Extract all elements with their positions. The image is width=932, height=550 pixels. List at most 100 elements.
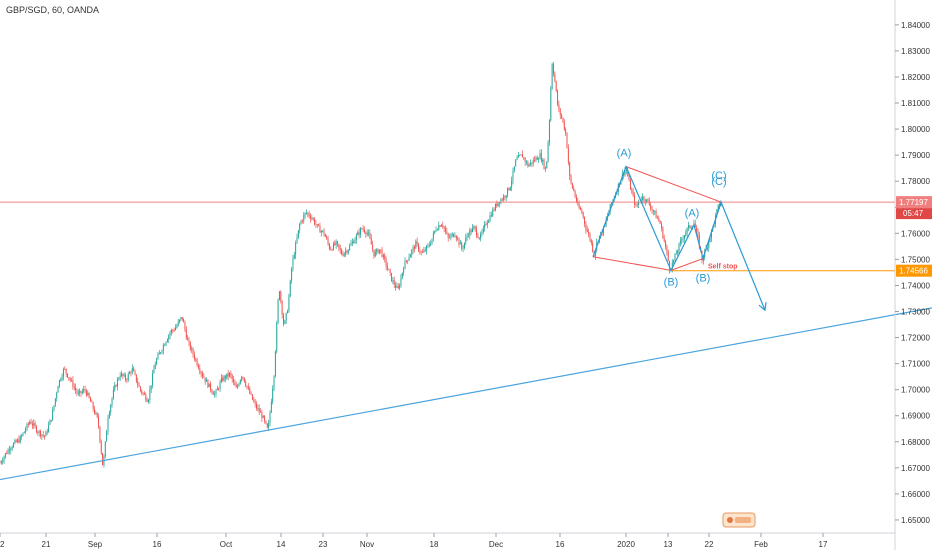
- candle-body: [351, 241, 353, 244]
- candle-body: [443, 226, 445, 229]
- candle-body: [666, 246, 668, 252]
- candle-body: [355, 235, 357, 240]
- candle-body: [195, 358, 197, 360]
- candle-body: [411, 250, 413, 255]
- candle-body: [188, 340, 190, 343]
- candle-body: [297, 230, 299, 238]
- candle-body: [328, 243, 330, 249]
- candle-body: [148, 399, 149, 402]
- candle-body: [98, 416, 100, 427]
- candle-body: [77, 393, 79, 394]
- candle-body: [242, 376, 244, 378]
- candle-body: [627, 170, 629, 177]
- candle-body: [389, 269, 391, 273]
- candle-body: [330, 248, 332, 250]
- candle-body: [149, 389, 151, 400]
- candle-body: [492, 209, 494, 217]
- candle-body: [347, 249, 349, 253]
- candle-body: [557, 90, 559, 105]
- candle-body: [558, 104, 560, 109]
- candle-body: [233, 379, 235, 382]
- candle-body: [115, 385, 117, 387]
- candle-body: [354, 239, 356, 244]
- candle-body: [659, 220, 661, 224]
- candle-body: [339, 247, 341, 251]
- candle-body: [210, 383, 212, 390]
- candle-body: [436, 229, 438, 231]
- candle-body: [408, 257, 410, 261]
- candle-body: [172, 330, 174, 331]
- time-tick-label: 13: [664, 540, 673, 549]
- candle-body: [337, 241, 338, 244]
- candle-body: [42, 434, 44, 436]
- candle-body: [413, 247, 415, 249]
- candle-body: [555, 81, 557, 91]
- candle-body: [96, 413, 98, 417]
- candle-body: [224, 376, 226, 379]
- candle-body: [196, 359, 198, 366]
- candle-body: [638, 202, 640, 205]
- candle-body: [7, 449, 9, 454]
- candle-body: [223, 376, 225, 381]
- candle-body: [262, 416, 264, 418]
- candle-body: [8, 449, 10, 451]
- price-axis[interactable]: 1.84000 1.83000 1.82000 1.81000 1.80000 1.790…: [894, 0, 932, 550]
- candle-body: [334, 243, 336, 245]
- candle-body: [165, 342, 167, 346]
- candle-body: [566, 132, 568, 149]
- candle-body: [673, 259, 675, 263]
- candle-body: [625, 170, 627, 171]
- candle-body: [193, 354, 195, 359]
- candle-body: [594, 250, 596, 257]
- candle-body: [135, 374, 137, 382]
- candle-body: [602, 226, 604, 234]
- elliott-wave-path: [592, 164, 766, 311]
- candle-body: [451, 233, 453, 236]
- candle-body: [361, 228, 363, 230]
- candle-body: [474, 226, 476, 229]
- candle-body: [237, 385, 239, 388]
- candle-body: [671, 262, 673, 271]
- candle-body: [57, 386, 59, 393]
- candle-body: [322, 230, 324, 232]
- candle-body: [212, 392, 214, 395]
- candle-body: [27, 423, 29, 425]
- candle-body: [548, 120, 550, 143]
- time-axis[interactable]: 12 21 Sep 16 Oct 14 23 Nov 18 Dec 16 2020 13 22 Feb 17: [0, 532, 895, 549]
- candle-body: [304, 212, 306, 216]
- price-timer-box: [896, 208, 932, 220]
- candle-body: [511, 180, 513, 188]
- price-tick-label: 1.82000: [901, 73, 930, 82]
- candle-body: [631, 189, 633, 192]
- candle-body: [106, 431, 108, 442]
- candle-body: [52, 410, 54, 421]
- candle-body: [170, 330, 172, 333]
- candle-body: [341, 250, 343, 255]
- candle-body: [524, 157, 526, 162]
- candle-body: [139, 386, 141, 391]
- price-label-box: [896, 196, 932, 209]
- candle-body: [131, 368, 133, 373]
- candle-body: [114, 385, 116, 391]
- candle-body: [396, 286, 398, 288]
- candle-body: [260, 412, 262, 413]
- candle-body: [68, 377, 70, 379]
- candle-body: [534, 159, 536, 161]
- candle-body: [48, 424, 50, 432]
- candle-body: [459, 242, 461, 245]
- candle-body: [168, 335, 170, 340]
- candle-body: [418, 243, 419, 251]
- candle-body: [399, 285, 401, 289]
- candle-body: [679, 240, 681, 244]
- candle-body: [463, 242, 465, 248]
- candle-body: [181, 317, 183, 320]
- candle-body: [94, 408, 95, 414]
- time-tick-label: Sep: [88, 540, 103, 549]
- candle-body: [256, 403, 257, 409]
- candle-body: [227, 373, 229, 377]
- candle-body: [319, 225, 321, 233]
- candle-body: [157, 354, 159, 360]
- candle-body: [49, 419, 51, 425]
